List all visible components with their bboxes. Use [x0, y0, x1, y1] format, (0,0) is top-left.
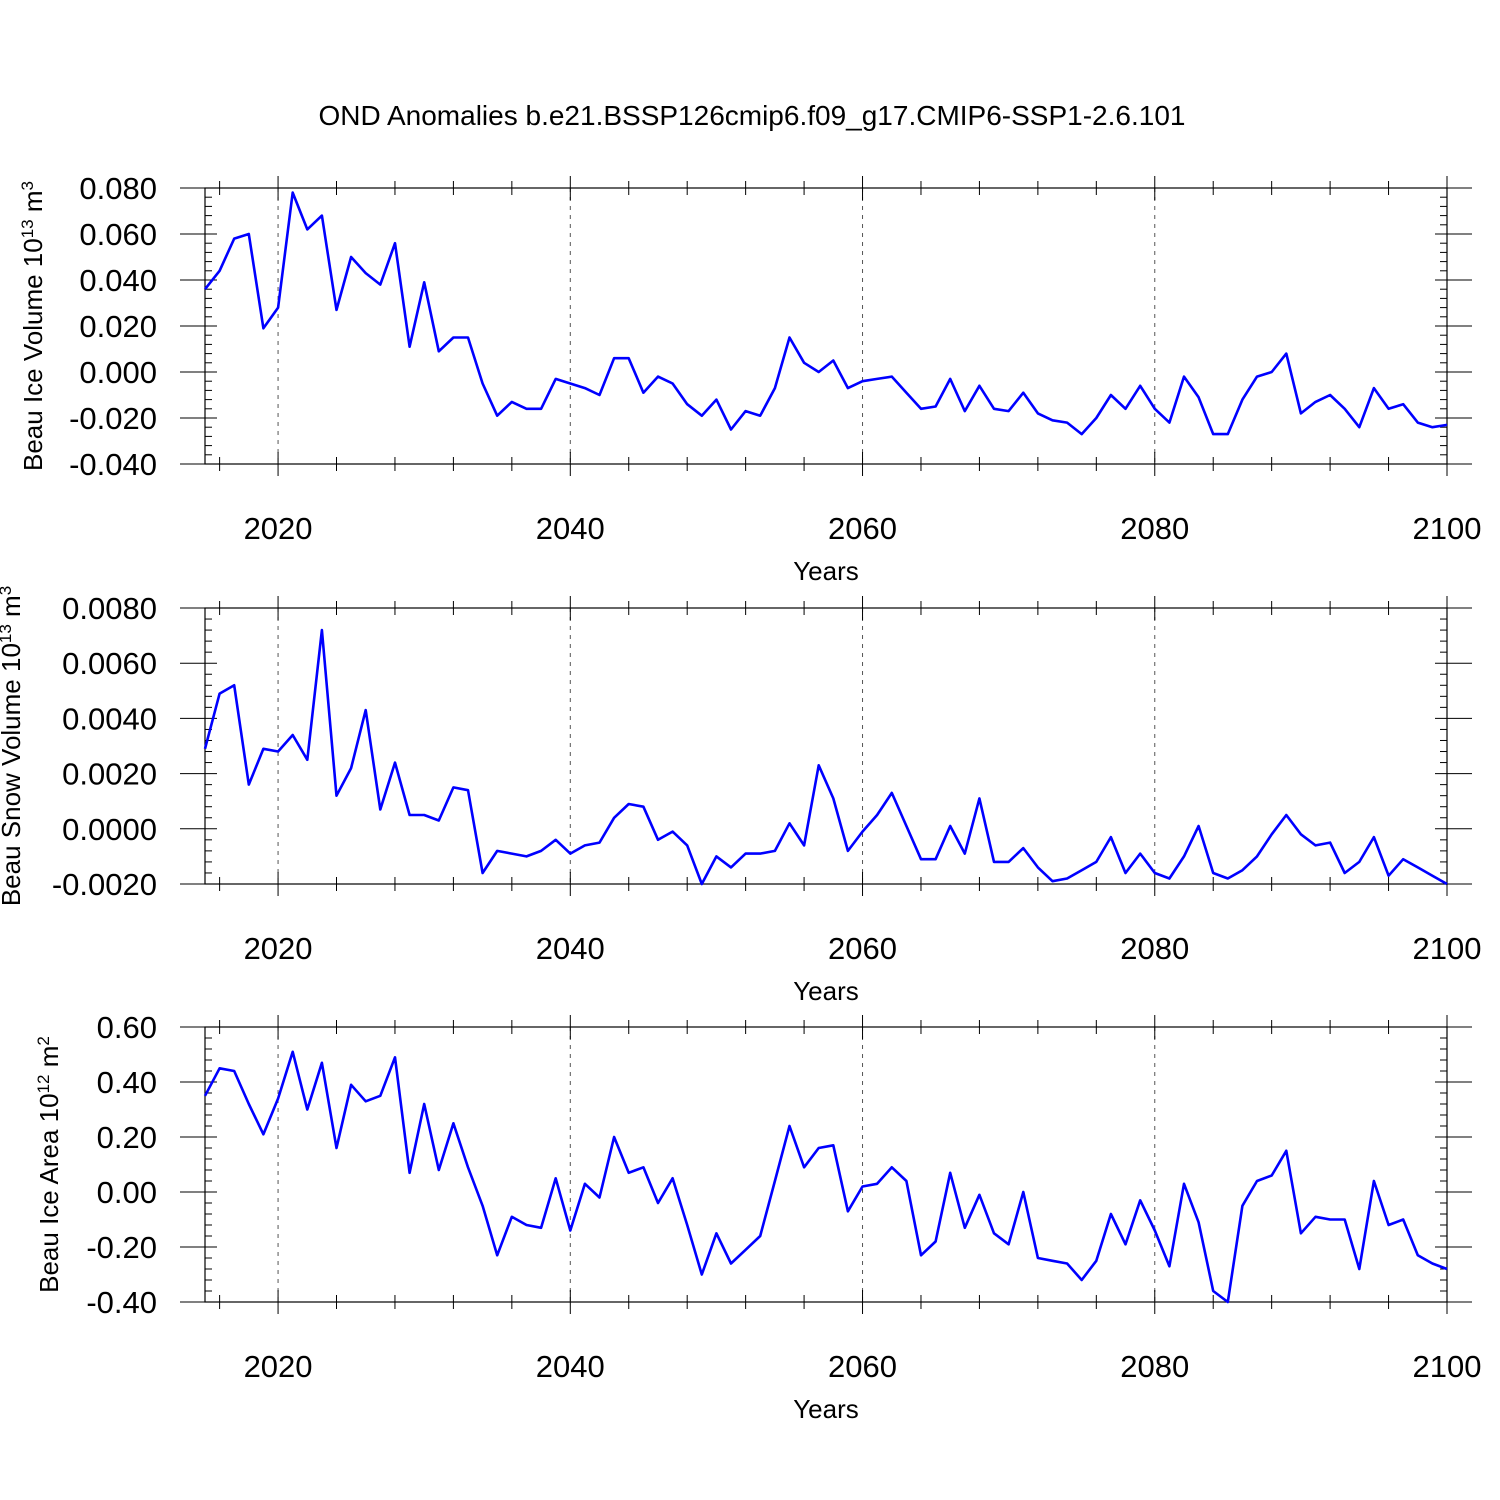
chart-panels: -0.040 -0.020 0.000 0.020 0.040 0.060 0.080 202…: [0, 171, 1481, 1424]
x-tick-label: 2040: [536, 1349, 605, 1384]
plot-frame: [204, 607, 1448, 885]
x-tick-label: 2040: [536, 511, 605, 546]
y-tick-label: 0.040: [79, 263, 157, 298]
y-tick-label: 0.60: [97, 1010, 157, 1045]
x-tick-label: 2100: [1413, 511, 1482, 546]
y-axis-title-exponent: 2: [34, 1036, 53, 1045]
y-tick-label: 0.0060: [62, 646, 157, 681]
series-line: [203, 1050, 1448, 1304]
y-axis-title-exponent: 13: [0, 624, 15, 643]
x-tick-label: 2060: [828, 511, 897, 546]
x-tick-label: 2060: [828, 1349, 897, 1384]
y-axis-title: Beau Ice Area 1012 m2: [34, 1036, 65, 1293]
y-axis-title-part: m: [18, 190, 48, 219]
y-axis-title-exponent: 3: [0, 586, 15, 595]
y-tick-label: 0.0000: [62, 812, 157, 847]
x-tick-label: 2100: [1413, 931, 1482, 966]
series-line: [203, 191, 1448, 436]
x-tick-label: 2080: [1120, 931, 1189, 966]
plot-frame: [204, 1026, 1448, 1303]
y-tick-label: 0.0080: [62, 591, 157, 626]
x-tick-label: 2080: [1120, 1349, 1189, 1384]
y-axis-title-part: m: [0, 595, 26, 624]
chart-title: OND Anomalies b.e21.BSSP126cmip6.f09_g17…: [319, 100, 1186, 131]
y-tick-label: -0.040: [69, 447, 157, 482]
y-tick-label: 0.0020: [62, 757, 157, 792]
y-tick-label: -0.020: [69, 401, 157, 436]
y-tick-label: 0.080: [79, 171, 157, 206]
y-axis-title-part: Beau Ice Volume 10: [18, 238, 48, 471]
y-axis-title-part: Beau Snow Volume 10: [0, 643, 26, 906]
y-axis-title-exponent: 12: [34, 1074, 53, 1093]
y-axis-title-exponent: 3: [18, 181, 37, 190]
x-axis-title: Years: [793, 1394, 859, 1424]
x-axis-title: Years: [793, 976, 859, 1006]
panel-1: -0.040 -0.020 0.000 0.020 0.040 0.060 0.080 202…: [18, 171, 1482, 586]
x-tick-label: 2020: [244, 1349, 313, 1384]
series-line: [203, 628, 1448, 886]
x-tick-label: 2020: [244, 511, 313, 546]
y-tick-label: 0.020: [79, 309, 157, 344]
y-tick-label: 0.00: [97, 1175, 157, 1210]
y-axis-title-part: m: [34, 1046, 64, 1075]
y-tick-label: 0.000: [79, 355, 157, 390]
y-axis-title: Beau Ice Volume 1013 m3: [18, 181, 49, 471]
y-tick-label: -0.40: [86, 1285, 157, 1320]
y-axis-title-exponent: 13: [18, 219, 37, 238]
y-tick-label: -0.0020: [52, 867, 157, 902]
y-axis-title-part: Beau Ice Area 10: [34, 1093, 64, 1292]
panel-2: -0.0020 0.0000 0.0020 0.0040 0.0060 0.0080 202…: [0, 586, 1481, 1006]
y-tick-label: 0.20: [97, 1120, 157, 1155]
x-tick-label: 2080: [1120, 511, 1189, 546]
y-axis-title: Beau Snow Volume 1013 m3: [0, 586, 26, 906]
x-tick-label: 2100: [1413, 1349, 1482, 1384]
y-tick-label: 0.40: [97, 1065, 157, 1100]
y-tick-label: -0.20: [86, 1230, 157, 1265]
x-axis-title: Years: [793, 556, 859, 586]
plot-frame: [204, 187, 1448, 465]
x-tick-label: 2040: [536, 931, 605, 966]
x-tick-label: 2060: [828, 931, 897, 966]
y-tick-label: 0.060: [79, 217, 157, 252]
x-tick-label: 2020: [244, 931, 313, 966]
y-tick-label: 0.0040: [62, 701, 157, 736]
panel-3: -0.40 -0.20 0.00 0.20 0.40 0.60 2020 2040 2060 20…: [34, 1010, 1482, 1424]
